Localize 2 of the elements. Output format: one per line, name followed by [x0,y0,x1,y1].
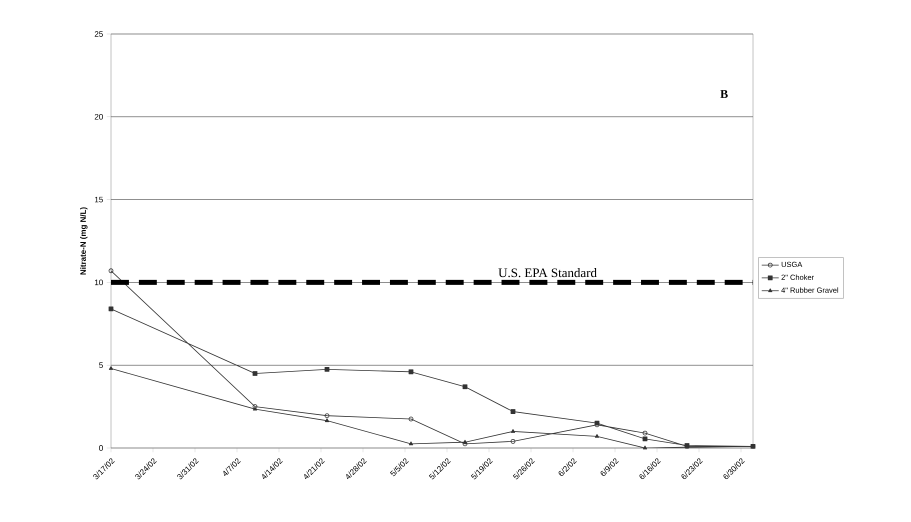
ref-line-label: U.S. EPA Standard [498,268,597,278]
annotation: B [720,90,728,98]
